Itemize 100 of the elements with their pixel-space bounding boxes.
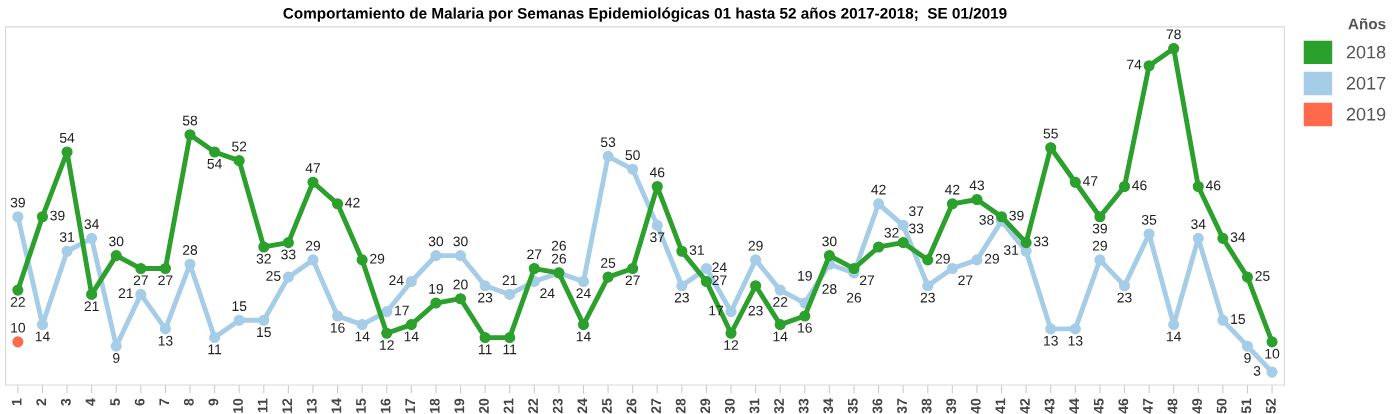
x-tick-label: 48 (1167, 398, 1178, 414)
data-label: 10 (11, 322, 26, 333)
point (700, 275, 712, 288)
data-label: 10 (1265, 348, 1280, 359)
data-label: 14 (576, 331, 591, 342)
data-label: 29 (305, 240, 321, 251)
point (1241, 340, 1254, 352)
data-label: 9 (1244, 353, 1251, 363)
point (1118, 280, 1131, 292)
point (159, 323, 171, 335)
point (750, 280, 762, 292)
data-label: 11 (503, 344, 517, 355)
x-tick-label: 18 (429, 398, 440, 413)
point (479, 332, 491, 344)
legend-title: Años (1348, 18, 1386, 30)
point (356, 254, 368, 266)
data-label: 24 (540, 288, 555, 299)
data-label: 26 (551, 253, 566, 264)
data-label: 22 (10, 296, 25, 307)
point (1069, 323, 1081, 335)
point (504, 288, 516, 300)
data-label: 22 (773, 296, 788, 307)
x-tick-label: 4 (85, 398, 96, 406)
x-tick-label: 46 (1118, 398, 1129, 414)
x-tick-label: 52 (1265, 398, 1276, 414)
x-tick-label: 44 (1069, 398, 1079, 414)
data-label: 27 (712, 275, 727, 286)
data-label: 27 (958, 275, 973, 286)
data-label: 74 (1127, 59, 1142, 70)
data-label: 28 (182, 245, 198, 255)
point (823, 250, 835, 262)
x-tick-label: 22 (528, 398, 538, 414)
point (209, 146, 221, 158)
data-label: 12 (724, 340, 739, 350)
data-label: 29 (748, 240, 763, 251)
data-label: 35 (1141, 214, 1157, 225)
x-tick-label: 21 (503, 398, 514, 414)
data-label: 23 (674, 292, 689, 303)
point (725, 327, 737, 339)
data-label: 47 (1082, 176, 1098, 186)
chart-title: Comportamiento de Malaria por Semanas Epidemiológicas 01 hasta 52 años 2017-2018; SE 01/2019 (283, 7, 1007, 22)
point (1266, 336, 1278, 348)
point (307, 254, 319, 266)
x-tick-label: 29 (700, 398, 711, 414)
data-label: 27 (859, 275, 875, 286)
data-label: 3 (1253, 365, 1261, 376)
data-label: 34 (84, 219, 99, 230)
point (922, 280, 934, 292)
point (282, 237, 294, 249)
data-label: 53 (600, 137, 616, 148)
point (774, 284, 786, 296)
x-tick-label: 13 (306, 398, 317, 413)
data-label: 52 (232, 141, 247, 152)
data-label: 29 (935, 253, 950, 264)
point (1241, 271, 1254, 283)
data-label: 34 (1230, 232, 1246, 243)
point (381, 306, 393, 318)
point (1020, 237, 1032, 249)
point (873, 198, 885, 210)
x-tick-label: 40 (970, 398, 981, 414)
point (995, 211, 1008, 223)
point (577, 275, 590, 288)
x-tick-label: 16 (380, 398, 391, 413)
point (454, 293, 467, 305)
legend-label: 2018 (1346, 45, 1386, 59)
x-tick-label: 10 (233, 398, 243, 413)
data-label: 31 (689, 245, 704, 255)
x-tick-label: 20 (479, 398, 489, 414)
x-tick-label: 11 (257, 398, 268, 413)
point (1118, 180, 1131, 193)
point (1045, 323, 1057, 335)
point (430, 297, 442, 309)
data-label: 39 (50, 210, 65, 221)
point (381, 327, 393, 339)
point (1168, 42, 1180, 55)
x-tick-label: 25 (601, 398, 612, 414)
data-label: 37 (908, 206, 924, 217)
point (528, 262, 540, 275)
data-label: 29 (1092, 240, 1107, 251)
data-label: 24 (389, 275, 404, 286)
data-label: 24 (712, 262, 727, 273)
x-tick-label: 23 (552, 398, 563, 414)
point (602, 150, 614, 162)
data-label: 21 (84, 301, 99, 312)
point (627, 163, 639, 175)
data-label: 14 (773, 331, 788, 342)
point (282, 271, 294, 283)
point (12, 211, 24, 223)
point (61, 245, 73, 257)
x-tick-label: 7 (159, 398, 170, 406)
data-label: 31 (59, 232, 75, 242)
point (946, 262, 958, 275)
x-tick-label: 27 (651, 398, 661, 414)
data-label: 19 (798, 270, 812, 281)
point (430, 250, 442, 262)
data-label: 46 (649, 167, 665, 178)
data-label: 27 (158, 275, 173, 286)
data-label: 16 (798, 322, 812, 333)
data-label: 32 (884, 227, 899, 238)
point (159, 262, 171, 275)
